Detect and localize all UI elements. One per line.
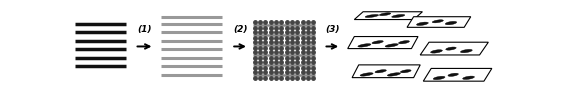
Ellipse shape bbox=[448, 73, 458, 76]
Ellipse shape bbox=[360, 73, 373, 76]
Polygon shape bbox=[354, 12, 422, 20]
Ellipse shape bbox=[387, 73, 400, 76]
Ellipse shape bbox=[392, 14, 405, 18]
Ellipse shape bbox=[446, 47, 456, 50]
Polygon shape bbox=[424, 68, 492, 81]
Ellipse shape bbox=[379, 13, 391, 16]
Polygon shape bbox=[407, 17, 471, 27]
Polygon shape bbox=[348, 37, 418, 49]
Ellipse shape bbox=[365, 14, 379, 17]
Text: (2): (2) bbox=[233, 25, 247, 34]
Text: (3): (3) bbox=[325, 25, 340, 34]
Ellipse shape bbox=[375, 70, 386, 73]
Polygon shape bbox=[352, 65, 420, 78]
Polygon shape bbox=[420, 42, 488, 55]
Ellipse shape bbox=[460, 49, 472, 53]
Ellipse shape bbox=[417, 22, 428, 25]
Ellipse shape bbox=[430, 50, 442, 53]
Ellipse shape bbox=[385, 44, 398, 47]
Ellipse shape bbox=[358, 44, 371, 47]
Ellipse shape bbox=[399, 41, 409, 44]
Ellipse shape bbox=[445, 21, 456, 25]
Ellipse shape bbox=[433, 76, 445, 80]
Ellipse shape bbox=[432, 20, 443, 23]
Ellipse shape bbox=[400, 70, 411, 73]
Ellipse shape bbox=[463, 76, 475, 79]
Ellipse shape bbox=[372, 41, 383, 44]
Text: (1): (1) bbox=[137, 25, 152, 34]
